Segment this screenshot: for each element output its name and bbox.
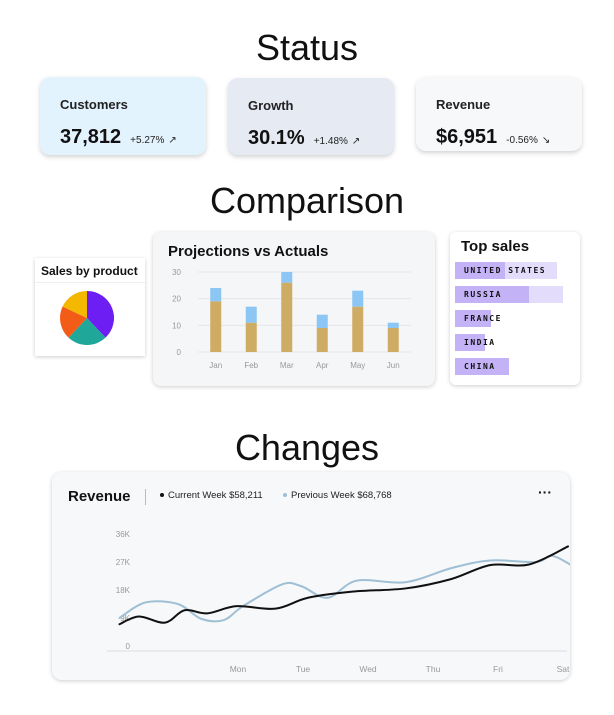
y-tick-label: 27K <box>116 558 131 567</box>
x-tick-label: Mar <box>280 361 294 370</box>
x-tick-label: Thu <box>426 664 441 674</box>
bar-segment <box>281 272 293 283</box>
bar-segment <box>210 288 222 302</box>
bar-segment <box>316 314 328 328</box>
y-tick-label: 36K <box>116 530 131 539</box>
y-tick-label: 10 <box>172 321 181 330</box>
projections-title: Projections vs Actuals <box>168 243 329 260</box>
x-tick-label: Apr <box>316 361 329 370</box>
bar-segment <box>245 306 257 323</box>
top-sales-card: Top sales UNITED STATES RUSSIA FRANCE INDIA… <box>450 232 580 385</box>
y-tick-label: 20 <box>172 295 181 304</box>
x-tick-label: Tue <box>296 664 311 674</box>
projections-card: Projections vs Actuals 30 20 10 0 Jan Feb Mar A… <box>153 232 435 386</box>
bar-segment <box>245 322 257 352</box>
sales-by-product-title: Sales by product <box>41 264 138 278</box>
stat-delta: +1.48% <box>313 136 348 147</box>
bar-segment <box>352 306 364 352</box>
x-tick-label: Jan <box>209 361 222 370</box>
title-divider <box>145 489 146 505</box>
bar-segment <box>387 322 399 328</box>
revenue-title: Revenue <box>68 488 131 505</box>
top-sales-bar <box>455 310 491 327</box>
stat-label: Customers <box>60 97 128 112</box>
stat-card-growth[interactable]: Growth 30.1% +1.48% ↗ <box>228 78 394 155</box>
y-tick-label: 9K <box>120 614 130 623</box>
legend-label: Current Week $58,211 <box>168 490 263 501</box>
y-tick-label: 0 <box>177 348 182 357</box>
y-tick-label: 18K <box>116 586 131 595</box>
trend-up-icon: ↗ <box>351 136 361 147</box>
x-tick-label: Fri <box>493 664 503 674</box>
legend-current-week[interactable]: Current Week $58,211 <box>160 490 263 501</box>
pie-slice <box>87 291 114 338</box>
top-sales-label: CHINA <box>464 362 496 371</box>
stat-card-revenue[interactable]: Revenue $6,951 -0.56% ↘ <box>416 77 582 151</box>
stat-label: Growth <box>248 98 294 113</box>
pie-chart <box>60 291 114 345</box>
x-tick-label: May <box>350 361 365 370</box>
bar-segment <box>387 328 399 352</box>
top-sales-label: FRANCE <box>464 314 502 323</box>
stat-delta: +5.27% <box>130 135 165 146</box>
changes-heading: Changes <box>234 427 380 468</box>
top-sales-bar <box>455 262 506 279</box>
bar-segment <box>210 301 222 352</box>
top-sales-title: Top sales <box>461 238 530 255</box>
x-tick-label: Feb <box>244 361 258 370</box>
revenue-line-chart: 36K27K18K9K0MonTueWedThuFriSatSun <box>107 530 570 674</box>
pie-slice <box>60 306 87 338</box>
legend-dot-icon <box>160 493 164 498</box>
top-sales-label: UNITED STATES <box>464 266 547 275</box>
legend-dot-icon <box>283 493 287 498</box>
comparison-heading: Comparison <box>209 180 405 221</box>
top-sales-label: INDIA <box>464 338 496 347</box>
x-tick-label: Wed <box>359 664 377 674</box>
top-sales-label: RUSSIA <box>464 290 502 299</box>
sales-by-product-card: Sales by product <box>35 258 145 356</box>
stat-delta: -0.56% <box>506 135 538 146</box>
top-sales-bar <box>455 358 509 375</box>
series-line-current-week <box>118 545 569 626</box>
top-sales-bar <box>455 286 530 303</box>
bar-segment <box>316 328 328 352</box>
bar-segment <box>352 290 364 307</box>
revenue-card: Revenue Current Week $58,211 Previous We… <box>52 472 570 680</box>
stat-value: 30.1% <box>248 127 305 149</box>
stat-label: Revenue <box>436 97 491 112</box>
stat-value: $6,951 <box>436 126 498 148</box>
trend-down-icon: ↘ <box>541 135 551 146</box>
trend-up-icon: ↗ <box>168 135 177 146</box>
y-tick-label: 30 <box>172 268 181 277</box>
stat-card-customers[interactable]: Customers 37,812 +5.27% ↗ <box>40 77 206 155</box>
projections-bar-chart: 30 20 10 0 Jan Feb Mar Apr May Jun <box>172 268 411 370</box>
more-horizontal-icon[interactable]: ··· <box>538 484 552 500</box>
pie-slice <box>62 291 87 318</box>
stat-value: 37,812 <box>60 126 122 148</box>
bar-segment <box>281 282 293 352</box>
top-sales-bar <box>455 334 485 351</box>
legend-label: Previous Week $68,768 <box>291 490 392 501</box>
legend-previous-week[interactable]: Previous Week $68,768 <box>283 490 392 501</box>
x-tick-label: Jun <box>387 361 400 370</box>
y-tick-label: 0 <box>126 642 131 651</box>
status-heading: Status <box>255 27 359 68</box>
pie-slice <box>68 318 106 345</box>
series-line-previous-week <box>118 554 570 623</box>
x-tick-label: Sat <box>557 664 570 674</box>
x-tick-label: Mon <box>230 664 247 674</box>
